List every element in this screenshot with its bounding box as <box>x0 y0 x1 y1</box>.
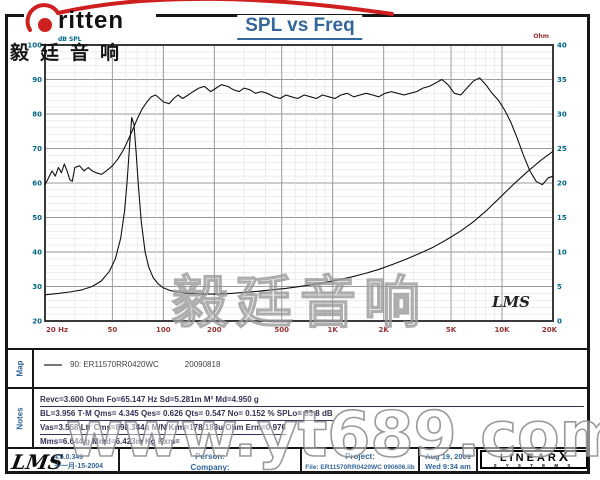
note-line: Vas=3.558 Ltr Cms=898.344u M/N Krm=178.1… <box>40 422 286 435</box>
version-date: 十一月-15-2004 <box>54 463 104 470</box>
linearx-name: LINEARX <box>499 448 569 464</box>
notes-section-label: Notes <box>8 389 34 447</box>
notes-section: Notes Revc=3.600 Ohm Fo=65.147 Hz Sd=5.2… <box>8 387 590 450</box>
legend-row: 90: ER11570RR0420WC 20090818 <box>44 360 220 369</box>
page-title: SPL vs Freq <box>237 15 363 40</box>
map-section-label: Map <box>8 350 34 387</box>
notes-body: Revc=3.600 Ohm Fo=65.147 Hz Sd=5.281m M²… <box>40 394 584 450</box>
company-label: Company: <box>190 463 230 472</box>
footer-time: Wed 9:34 am <box>425 462 471 471</box>
lms-logo: LMS <box>9 449 65 474</box>
legend-date: 20090818 <box>184 360 221 369</box>
footer-date: Aug 19, 2009 <box>425 452 471 461</box>
brand-chinese-name: 毅廷音响 <box>10 43 131 64</box>
legend-line-swatch <box>44 363 62 366</box>
map-section: Map 90: ER11570RR0420WC 20090818 <box>8 348 590 387</box>
person-label: Person: <box>195 452 225 461</box>
datetime-cell: Aug 19, 2009 Wed 9:34 am <box>418 449 476 474</box>
project-cell: Project: File: ER11570RR0420WC 090606.li… <box>300 449 418 474</box>
project-label: Project: <box>345 452 375 461</box>
person-cell: Person: Company: <box>118 449 300 474</box>
linearx-logo: LINEARX S Y S T E M S <box>476 449 590 474</box>
footer-bar: LMS 4.5.0.349 十一月-15-2004 Person: Compan… <box>8 447 590 474</box>
linearx-sub: S Y S T E M S <box>493 463 575 468</box>
brand-text: ritten <box>58 7 124 34</box>
version-number: 4.5.0.349 <box>54 454 84 461</box>
note-line: BL=3.956 T·M Qms= 4.345 Qes= 0.626 Qts= … <box>40 408 333 421</box>
note-line: Revc=3.600 Ohm Fo=65.147 Hz Sd=5.281m M²… <box>40 394 584 407</box>
legend-name: 90: ER11570RR0420WC <box>70 360 159 369</box>
version-cell: 4.5.0.349 十一月-15-2004 <box>54 449 118 474</box>
file-label: File: ER11570RR0420WC 090606.lib <box>305 464 415 471</box>
